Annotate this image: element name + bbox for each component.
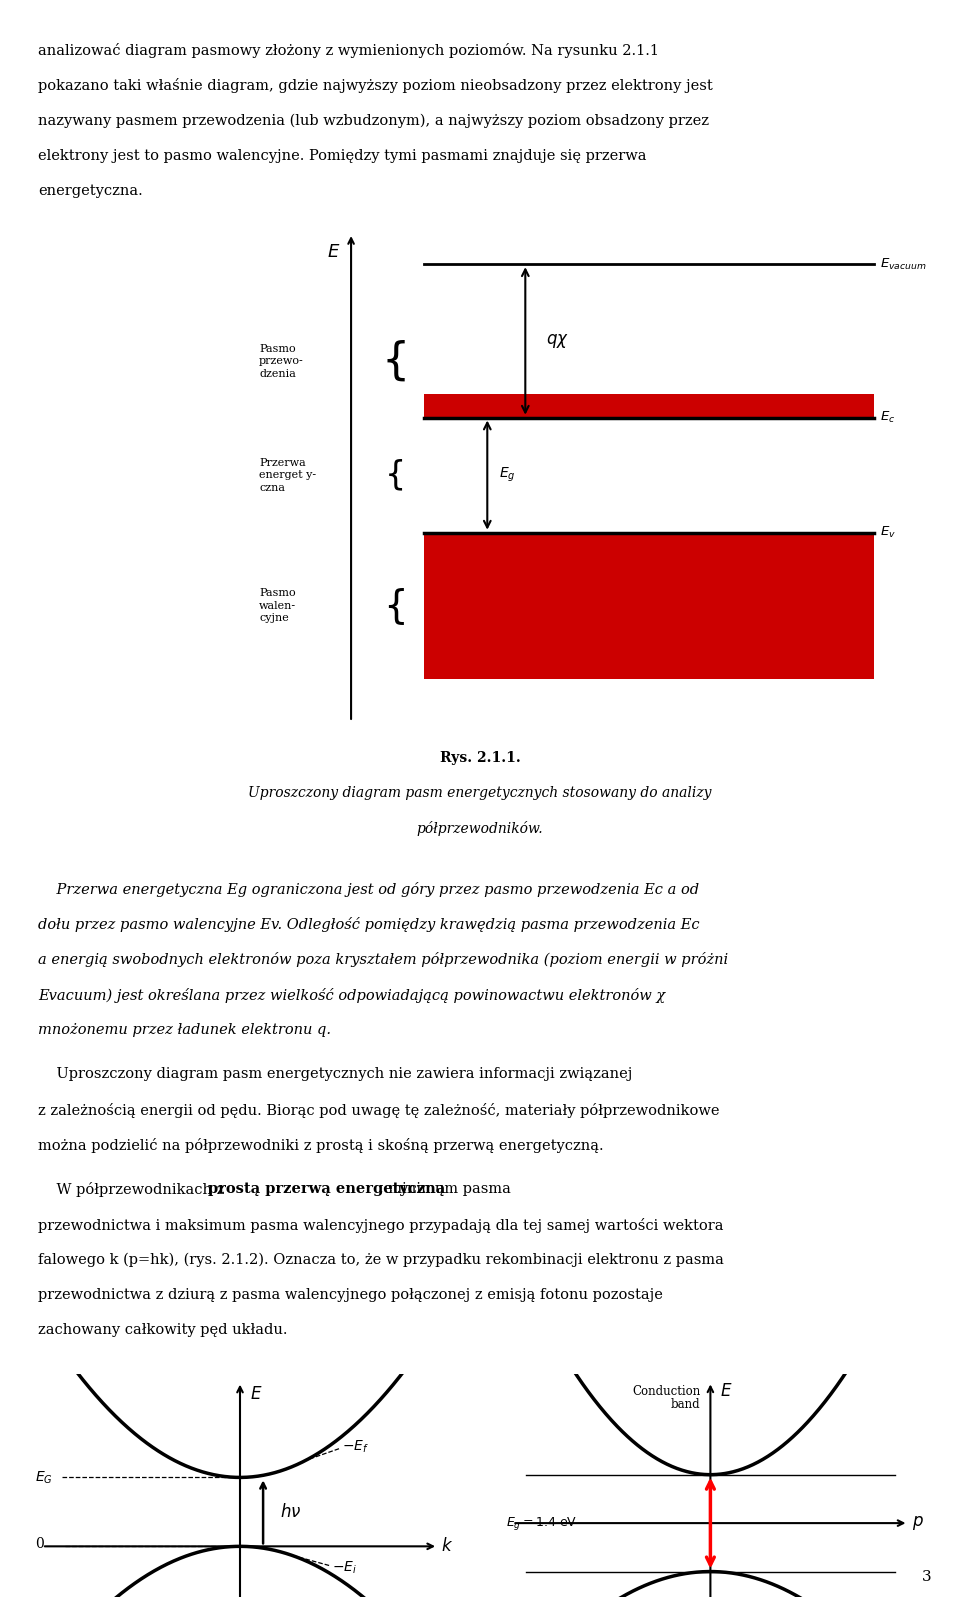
Bar [424,394,874,418]
Text: $E_G$: $E_G$ [36,1469,53,1485]
Text: Przerwa
energet y-
czna: Przerwa energet y- czna [259,458,317,492]
Text: Pasmo
przewo-
dzenia: Pasmo przewo- dzenia [259,343,304,378]
Text: prostą przerwą energetyczną: prostą przerwą energetyczną [208,1182,445,1196]
Text: band: band [671,1399,701,1412]
Text: przewodnictwa z dziurą z pasma walencyjnego połączonej z emisją fotonu pozostaje: przewodnictwa z dziurą z pasma walencyjn… [38,1287,663,1302]
Text: $-E_f$: $-E_f$ [343,1439,370,1455]
Text: można podzielić na półprzewodniki z prostą i skośną przerwą energetyczną.: można podzielić na półprzewodniki z pros… [38,1137,604,1153]
Text: $E_c$: $E_c$ [879,410,895,425]
Text: {: { [381,340,410,383]
Text: $E$: $E$ [720,1383,732,1401]
Text: 3: 3 [922,1570,931,1584]
Text: $E_v$: $E_v$ [879,525,896,540]
Text: $q\chi$: $q\chi$ [546,332,569,350]
Text: $E_{vacuum}$: $E_{vacuum}$ [879,257,926,271]
Text: zachowany całkowity pęd układu.: zachowany całkowity pęd układu. [38,1322,288,1337]
Text: {: { [383,586,408,624]
Text: dołu przez pasmo walencyjne Ev. Odległość pomiędzy krawędzią pasma przewodzenia : dołu przez pasmo walencyjne Ev. Odległoś… [38,917,700,933]
Text: z zależnością energii od pędu. Biorąc pod uwagę tę zależność, materiały półprzew: z zależnością energii od pędu. Biorąc po… [38,1102,720,1118]
Text: $E$: $E$ [250,1386,262,1402]
Text: {: { [385,458,406,492]
Text: Evacuum) jest określana przez wielkość odpowiadającą powinowactwu elektronów χ: Evacuum) jest określana przez wielkość o… [38,987,665,1003]
Text: $-E_i$: $-E_i$ [332,1559,357,1576]
Text: W półprzewodnikach z: W półprzewodnikach z [38,1182,229,1198]
Text: Pasmo
walen-
cyjne: Pasmo walen- cyjne [259,588,297,623]
Bar [424,533,874,679]
Text: energetyczna.: energetyczna. [38,184,143,198]
Text: falowego k (p=hk), (rys. 2.1.2). Oznacza to, że w przypadku rekombinacji elektro: falowego k (p=hk), (rys. 2.1.2). Oznacza… [38,1252,724,1266]
Text: pokazano taki właśnie diagram, gdzie najwyższy poziom nieobsadzony przez elektro: pokazano taki właśnie diagram, gdzie naj… [38,78,713,93]
Text: $k$: $k$ [442,1538,453,1555]
Text: Uproszczony diagram pasm energetycznych nie zawiera informacji związanej: Uproszczony diagram pasm energetycznych … [38,1067,633,1081]
Text: nazywany pasmem przewodzenia (lub wzbudzonym), a najwyższy poziom obsadzony prze: nazywany pasmem przewodzenia (lub wzbudz… [38,113,709,128]
Text: , minimum pasma: , minimum pasma [379,1182,511,1196]
Text: $h\nu$: $h\nu$ [279,1503,301,1520]
Text: przewodnictwa i maksimum pasma walencyjnego przypadają dla tej samej wartości we: przewodnictwa i maksimum pasma walencyjn… [38,1217,724,1233]
Text: $p$: $p$ [912,1514,924,1532]
Text: a energią swobodnych elektronów poza kryształem półprzewodnika (poziom energii w: a energią swobodnych elektronów poza kry… [38,952,729,968]
Text: $E_g = 1.4\ \mathrm{eV}$: $E_g = 1.4\ \mathrm{eV}$ [506,1514,577,1532]
Text: analizować diagram pasmowy złożony z wymienionych poziomów. Na rysunku 2.1.1: analizować diagram pasmowy złożony z wym… [38,43,660,57]
Text: Uproszczony diagram pasm energetycznych stosowany do analizy: Uproszczony diagram pasm energetycznych … [249,786,711,800]
Text: $E_g$: $E_g$ [499,466,516,484]
Text: Rys. 2.1.1.: Rys. 2.1.1. [440,751,520,765]
Text: półprzewodników.: półprzewodników. [417,821,543,835]
Text: Przerwa energetyczna Eg ograniczona jest od góry przez pasmo przewodzenia Ec a o: Przerwa energetyczna Eg ograniczona jest… [38,882,700,898]
Text: mnożonemu przez ładunek elektronu q.: mnożonemu przez ładunek elektronu q. [38,1022,331,1036]
Text: 0: 0 [36,1538,44,1551]
Text: $E$: $E$ [327,243,341,260]
Text: elektrony jest to pasmo walencyjne. Pomiędzy tymi pasmami znajduje się przerwa: elektrony jest to pasmo walencyjne. Pomi… [38,149,647,163]
Text: Conduction: Conduction [633,1385,701,1399]
